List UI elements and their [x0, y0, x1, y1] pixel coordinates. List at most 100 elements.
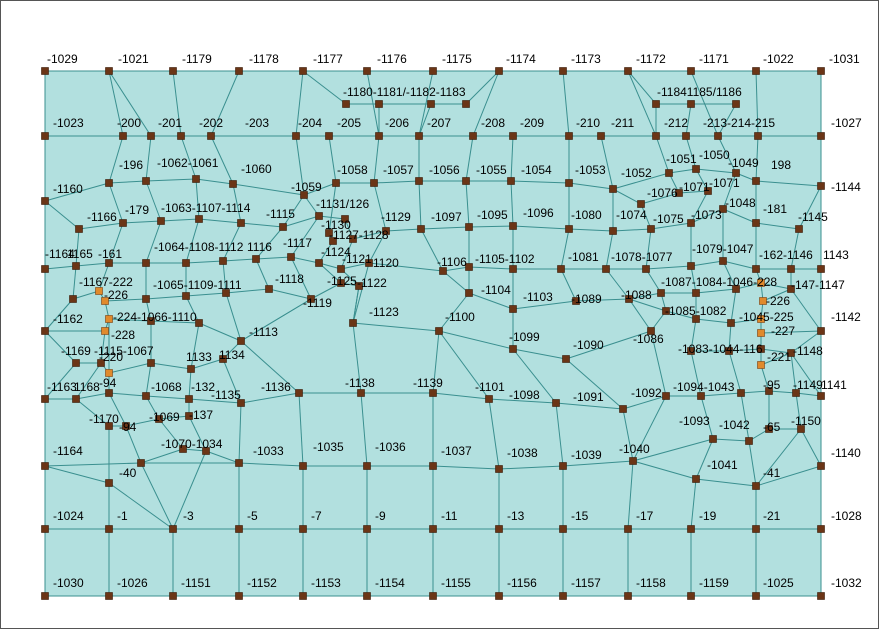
mesh-edge	[438, 330, 514, 350]
mesh-edge	[44, 265, 77, 270]
node-label: -94	[119, 420, 137, 434]
mesh-node	[41, 395, 49, 403]
mesh-node	[41, 265, 49, 273]
node-label: -94	[99, 376, 117, 390]
mesh-node	[565, 225, 573, 233]
mesh-node	[105, 179, 113, 187]
node-label: -11841185/1186	[657, 85, 742, 99]
mesh-edge	[700, 395, 714, 440]
mesh-node	[349, 235, 357, 243]
mesh-edge	[328, 182, 337, 234]
mesh-edge	[512, 300, 577, 310]
mesh-node	[41, 197, 49, 205]
mesh-node	[737, 389, 745, 397]
node-label: -1091	[573, 390, 604, 404]
mesh-edge	[240, 392, 300, 404]
mesh-node	[709, 435, 717, 443]
mesh-node	[559, 592, 567, 600]
node-label: -1164	[53, 444, 83, 458]
node-label: -1156	[507, 576, 537, 590]
mesh-edge	[612, 188, 642, 205]
mesh-node	[552, 399, 560, 407]
mesh-node	[509, 305, 517, 313]
mesh-node	[101, 327, 109, 335]
mesh-node	[235, 525, 243, 533]
mesh-node	[41, 132, 49, 140]
mesh-edge	[560, 268, 577, 302]
mesh-edge	[352, 285, 360, 324]
node-label: -65	[763, 420, 781, 434]
mesh-node	[187, 365, 195, 373]
node-label: -1163	[47, 380, 77, 394]
mesh-edge	[185, 260, 224, 264]
mesh-node	[292, 132, 300, 140]
mesh-node	[682, 132, 690, 140]
mesh-edge	[145, 180, 162, 222]
node-label: -1025	[763, 576, 794, 590]
mesh-edge	[108, 70, 152, 137]
mesh-edge	[650, 222, 692, 230]
node-label: -1042	[719, 418, 750, 432]
mesh-edge	[632, 460, 697, 480]
mesh-node	[169, 525, 177, 533]
mesh-edge	[442, 266, 470, 272]
node-label: -137	[189, 408, 213, 422]
node-label: -1051	[666, 152, 697, 166]
node-label: -1167-222	[79, 275, 133, 289]
mesh-node	[692, 165, 700, 173]
mesh-node	[169, 67, 177, 75]
mesh-edge	[145, 395, 190, 400]
node-label: -15	[571, 509, 589, 523]
mesh-edge	[755, 70, 759, 137]
mesh-edge	[195, 178, 234, 185]
mesh-node	[105, 259, 113, 267]
mesh-edge	[695, 438, 714, 480]
mesh-edge	[75, 262, 110, 267]
mesh-edge	[512, 348, 557, 404]
node-label: -11	[441, 509, 458, 523]
mesh-node	[687, 262, 695, 270]
node-label: -1153	[311, 576, 341, 590]
mesh-edge	[188, 415, 207, 452]
mesh-edge	[442, 270, 470, 294]
mesh-edge	[352, 322, 362, 394]
mesh-edge	[650, 330, 667, 397]
mesh-node	[429, 67, 437, 75]
node-label: -1071	[709, 176, 740, 190]
mesh-edge	[730, 288, 737, 324]
mesh-node	[142, 259, 150, 267]
node-label: -1150	[791, 414, 821, 428]
mesh-node	[754, 132, 762, 140]
mesh-node	[752, 67, 760, 75]
mesh-edge	[182, 448, 207, 452]
mesh-edge	[685, 103, 692, 137]
mesh-edge	[640, 192, 680, 205]
mesh-node	[252, 255, 260, 263]
mesh-edge	[195, 178, 200, 220]
mesh-node	[299, 592, 307, 600]
mesh-node	[315, 259, 323, 267]
mesh-node	[342, 100, 350, 108]
mesh-edge	[232, 183, 305, 196]
mesh-edge	[172, 70, 182, 137]
mesh-node	[757, 361, 765, 369]
mesh-node	[817, 327, 825, 335]
mesh-edge	[225, 288, 270, 294]
mesh-edge	[340, 262, 370, 270]
mesh-edge	[555, 402, 624, 410]
node-label: -1166	[87, 210, 117, 224]
mesh-edge	[627, 70, 657, 105]
mesh-edge	[755, 428, 802, 487]
mesh-node	[195, 215, 203, 223]
node-label: -1127-1128	[329, 228, 389, 242]
node-label: -41	[763, 466, 781, 480]
node-label: -1122	[357, 276, 387, 290]
mesh-edge	[622, 408, 634, 462]
mesh-node	[122, 422, 130, 430]
mesh-node	[817, 132, 825, 140]
mesh-node	[687, 347, 695, 355]
mesh-node	[375, 100, 383, 108]
mesh-node	[787, 265, 795, 273]
mesh-edge	[75, 362, 102, 400]
node-label: -211	[611, 116, 634, 130]
